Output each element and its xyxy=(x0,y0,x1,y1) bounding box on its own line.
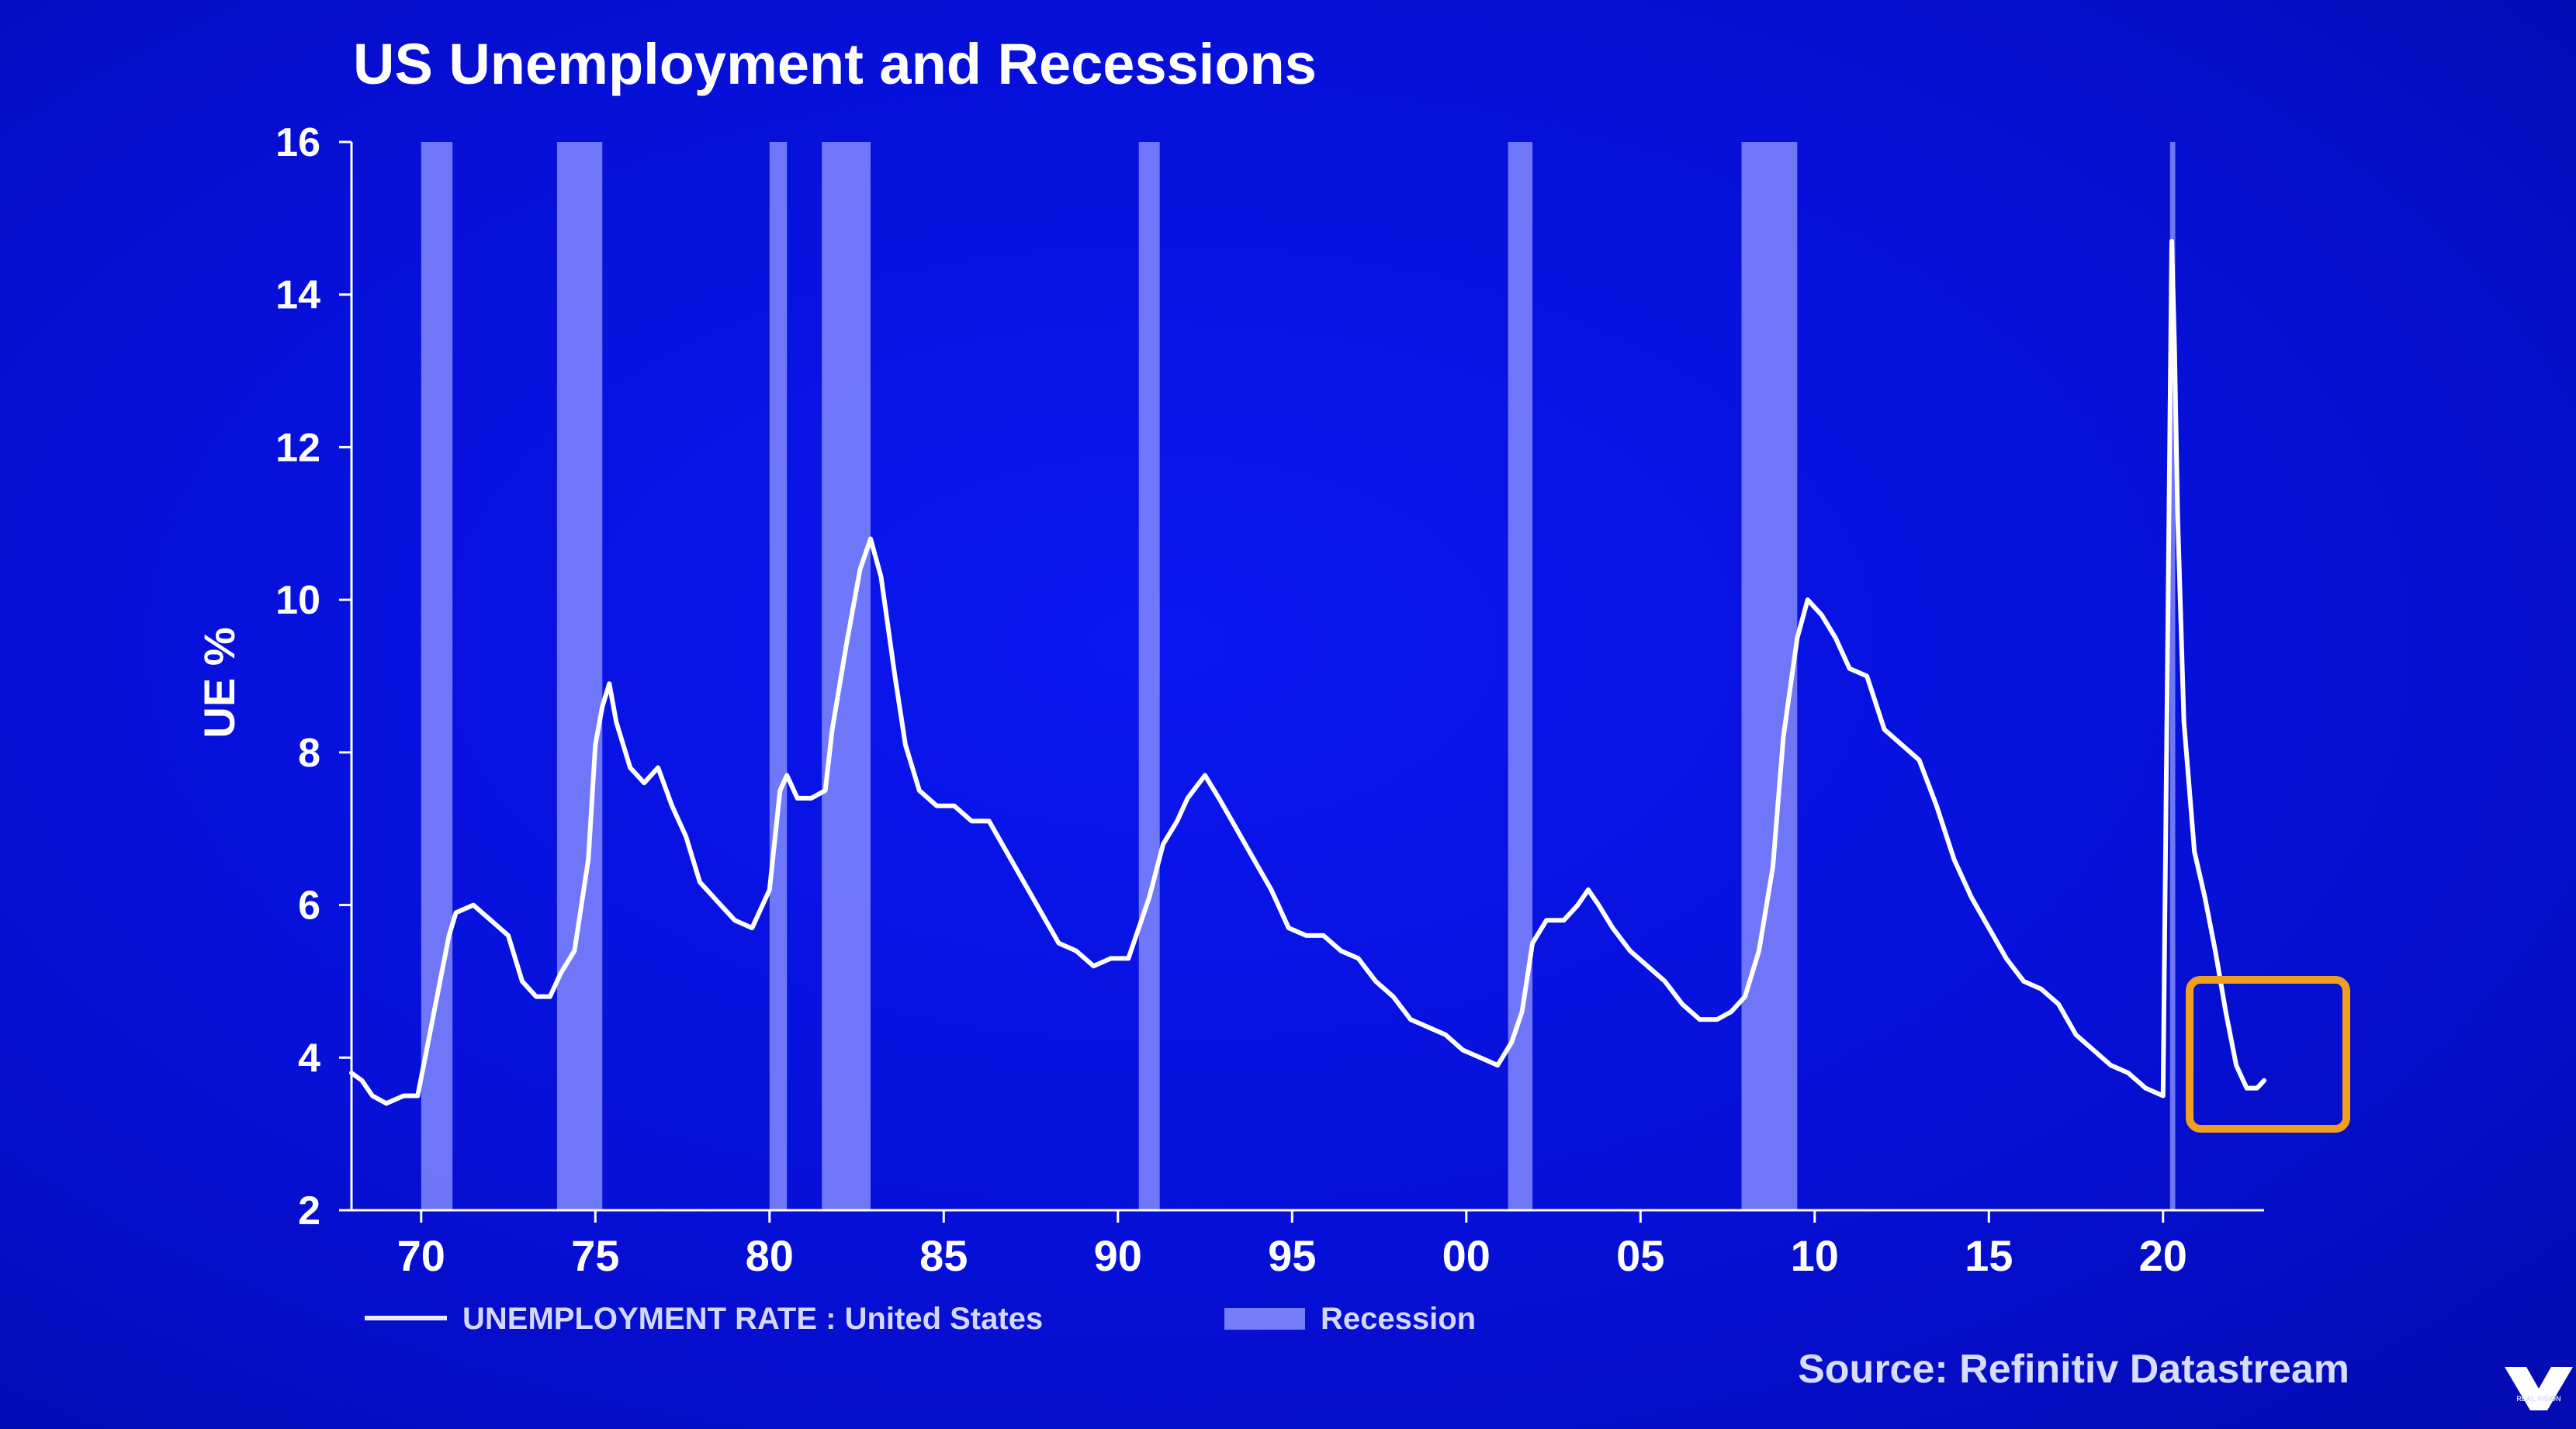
real-vision-v-logo: REAL VISION xyxy=(2505,1367,2573,1410)
x-tick-label: 00 xyxy=(1442,1231,1491,1280)
chart-title: US Unemployment and Recessions xyxy=(353,32,1317,96)
recession-band xyxy=(2169,142,2176,1210)
y-tick-label: 2 xyxy=(298,1189,320,1234)
axes xyxy=(350,142,2264,1212)
logo-text: REAL VISION xyxy=(2516,1395,2560,1403)
source-note: Source: Refinitiv Datastream xyxy=(1798,1347,2349,1392)
x-ticks: 70 75 80 85 90 95 00 05 10 15 20 xyxy=(397,1210,2187,1280)
series-line-unemployment-rate xyxy=(349,238,2266,1106)
v-logo-icon xyxy=(2505,1367,2573,1410)
series-layer xyxy=(349,238,2266,1106)
recession-band xyxy=(1741,142,1798,1210)
y-tick-label: 14 xyxy=(275,273,320,318)
recession-band xyxy=(822,142,871,1210)
x-tick-label: 70 xyxy=(397,1231,445,1280)
x-tick-label: 20 xyxy=(2139,1231,2187,1280)
x-tick-label: 05 xyxy=(1616,1231,1664,1280)
legend-band-swatch xyxy=(1224,1308,1305,1330)
recession-band xyxy=(421,142,453,1210)
y-ticks: 2 4 6 8 10 12 14 16 xyxy=(275,120,351,1234)
y-tick-label: 4 xyxy=(298,1036,320,1081)
y-tick-label: 8 xyxy=(298,731,320,776)
x-tick-label: 15 xyxy=(1965,1231,2013,1280)
recession-bands xyxy=(421,142,2176,1210)
y-tick-label: 6 xyxy=(298,884,320,929)
y-tick-label: 10 xyxy=(275,578,320,623)
y-tick-label: 16 xyxy=(275,120,320,165)
x-tick-label: 75 xyxy=(571,1231,619,1280)
x-tick-label: 10 xyxy=(1791,1231,1839,1280)
x-tick-label: 80 xyxy=(746,1231,794,1280)
legend-label-recession: Recession xyxy=(1321,1302,1476,1336)
legend-label-unemployment: UNEMPLOYMENT RATE : United States xyxy=(462,1302,1043,1336)
highlight-box xyxy=(2186,976,2350,1133)
recession-band xyxy=(556,142,603,1210)
recession-band xyxy=(1508,142,1533,1210)
legend: UNEMPLOYMENT RATE : United States Recess… xyxy=(365,1302,1476,1336)
x-tick-label: 95 xyxy=(1268,1231,1316,1280)
recession-band xyxy=(1138,142,1160,1210)
recession-band xyxy=(769,142,788,1210)
y-tick-label: 12 xyxy=(275,425,320,470)
y-axis-label: UE % xyxy=(195,627,244,738)
x-tick-label: 85 xyxy=(919,1231,968,1280)
x-tick-label: 90 xyxy=(1094,1231,1142,1280)
